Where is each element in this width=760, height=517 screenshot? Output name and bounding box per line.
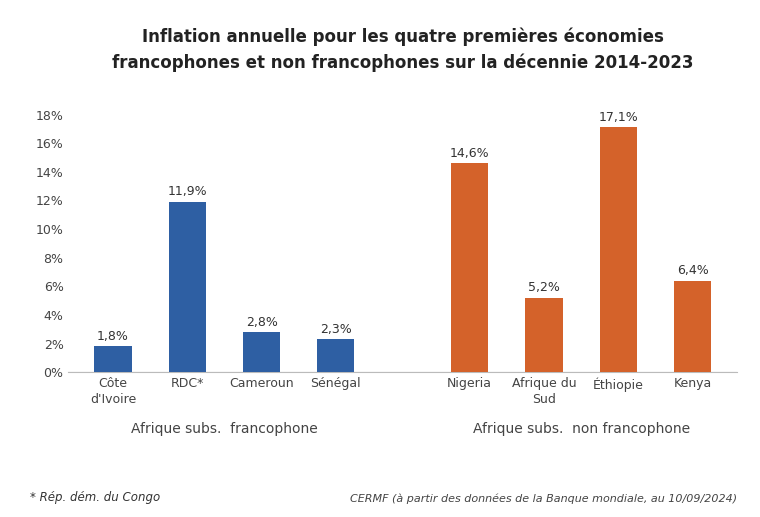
Bar [243, 332, 280, 372]
Text: 14,6%: 14,6% [450, 147, 489, 160]
Text: Afrique subs.  non francophone: Afrique subs. non francophone [473, 422, 690, 436]
Bar [94, 346, 131, 372]
Title: Inflation annuelle pour les quatre premières économies
francophones et non franc: Inflation annuelle pour les quatre premi… [112, 28, 694, 72]
Text: 2,8%: 2,8% [245, 315, 277, 329]
Text: 6,4%: 6,4% [676, 264, 708, 277]
Bar [525, 298, 562, 372]
Bar [451, 163, 488, 372]
Bar [674, 281, 711, 372]
Bar [318, 339, 354, 372]
Bar [169, 202, 206, 372]
Text: * Rép. dém. du Congo: * Rép. dém. du Congo [30, 491, 160, 504]
Text: 11,9%: 11,9% [167, 185, 207, 199]
Text: CERMF (à partir des données de la Banque mondiale, au 10/09/2024): CERMF (à partir des données de la Banque… [350, 494, 737, 504]
Text: 1,8%: 1,8% [97, 330, 129, 343]
Bar [600, 127, 637, 372]
Text: 2,3%: 2,3% [320, 323, 352, 336]
Text: Afrique subs.  francophone: Afrique subs. francophone [131, 422, 318, 436]
Text: 17,1%: 17,1% [598, 111, 638, 124]
Text: 5,2%: 5,2% [528, 281, 560, 294]
